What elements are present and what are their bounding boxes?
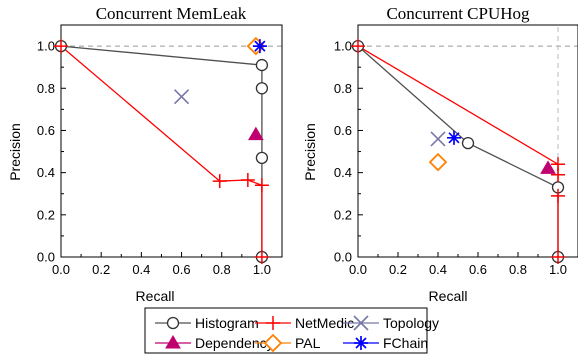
- plot-area: 0.0 0.2 0.4 0.6 0.8 1.0 0.0 0.2 0.4 0.6 0.8 1.0: [37, 24, 283, 277]
- x-tick-label: 1.0: [253, 262, 271, 277]
- y-tick-label: 0.6: [37, 123, 55, 138]
- x-tick-label: 0.4: [429, 262, 447, 277]
- legend-item-pal: PAL: [255, 333, 321, 353]
- data-point-histogram: [255, 58, 269, 72]
- legend-label: Topology: [383, 315, 439, 331]
- series-line-netmedic: [60, 45, 263, 257]
- x-tick-label: 0.8: [213, 262, 231, 277]
- x-axis-label: Recall: [136, 288, 175, 304]
- y-tick-label: 0.6: [334, 123, 352, 138]
- data-point-netmedic: [551, 167, 565, 182]
- data-point-dependency: [540, 160, 556, 174]
- y-tick-label: 0.2: [334, 207, 352, 222]
- chart-title: Concurrent MemLeak: [96, 4, 247, 23]
- legend-box: [144, 307, 428, 354]
- y-axis-label: Precision: [7, 123, 23, 181]
- legend: Histogram NetMedic Topology Dependency PAL FC…: [144, 307, 439, 354]
- chart-memleak: Concurrent MemLeak 0.0 0.2 0.4 0.6 0.8 1.00.0…: [7, 4, 283, 304]
- chart-cpuhog: Concurrent CPUHog 0.0 0.2 0.4 0.6 0.8 1.00.00…: [302, 4, 578, 304]
- y-tick-label: 0.4: [37, 165, 55, 180]
- legend-item-dependency: Dependency: [155, 335, 274, 351]
- data-point-histogram: [461, 136, 475, 150]
- series-line-netmedic: [357, 45, 559, 257]
- data-point-netmedic: [54, 39, 68, 54]
- axes-frame: [357, 24, 578, 258]
- legend-label: PAL: [295, 335, 321, 351]
- y-tick-label: 0.0: [37, 250, 55, 265]
- plot-area: 0.0 0.2 0.4 0.6 0.8 1.0 0.0 0.2 0.4 0.6 0.8 1.0: [334, 24, 578, 277]
- legend-label: NetMedic: [295, 315, 354, 331]
- x-tick-label: 0.2: [92, 262, 110, 277]
- legend-item-histogram: Histogram: [155, 315, 259, 331]
- data-point-netmedic: [551, 188, 565, 203]
- legend-label: FChain: [383, 335, 428, 351]
- legend-marker-fchain: [354, 336, 368, 350]
- legend-items: Histogram NetMedic Topology Dependency PAL FC…: [155, 315, 439, 353]
- legend-marker-netmedic: [266, 316, 280, 330]
- y-tick-label: 0.0: [334, 250, 352, 265]
- y-tick-label: 1.0: [334, 39, 352, 54]
- data-point-netmedic: [551, 250, 565, 264]
- x-tick-label: 0.2: [389, 262, 407, 277]
- data-point-netmedic: [351, 39, 365, 54]
- data-point-netmedic: [254, 250, 269, 264]
- legend-marker-histogram: [166, 316, 180, 330]
- x-tick-label: 0.8: [509, 262, 527, 277]
- legend-item-topology: Topology: [343, 315, 439, 331]
- x-tick-label: 0.6: [173, 262, 191, 277]
- legend-item-fchain: FChain: [343, 335, 428, 351]
- legend-label: Histogram: [195, 315, 259, 331]
- y-tick-label: 1.0: [37, 39, 55, 54]
- y-axis-label: Precision: [302, 123, 318, 181]
- series-line-histogram: [357, 45, 559, 257]
- x-tick-label: 0.0: [52, 262, 70, 277]
- legend-marker-dependency: [165, 335, 181, 349]
- data-point-fchain: [252, 39, 267, 54]
- x-tick-label: 0.0: [349, 262, 367, 277]
- data-point-dependency: [248, 126, 264, 141]
- x-tick-label: 1.0: [549, 262, 567, 277]
- data-point-histogram: [255, 151, 269, 165]
- data-point-topology: [173, 89, 190, 105]
- axes-frame: [60, 24, 283, 258]
- y-tick-label: 0.2: [37, 207, 55, 222]
- legend-marker-topology: [353, 315, 369, 331]
- y-tick-label: 0.4: [334, 165, 352, 180]
- data-point-topology: [430, 131, 446, 147]
- x-axis-label: Recall: [429, 288, 468, 304]
- x-tick-label: 0.4: [132, 262, 150, 277]
- data-point-histogram: [255, 82, 269, 95]
- y-tick-label: 0.8: [37, 81, 55, 96]
- data-point-pal: [428, 152, 448, 172]
- data-point-netmedic: [212, 174, 227, 189]
- legend-item-netmedic: NetMedic: [255, 315, 354, 331]
- data-point-netmedic: [254, 178, 269, 193]
- x-tick-label: 0.6: [469, 262, 487, 277]
- legend-marker-pal: [263, 333, 283, 353]
- legend-label: Dependency: [195, 335, 274, 351]
- series-line-histogram: [60, 45, 263, 257]
- y-tick-label: 0.8: [334, 81, 352, 96]
- data-point-netmedic: [240, 173, 255, 188]
- chart-title: Concurrent CPUHog: [386, 4, 530, 23]
- data-point-fchain: [447, 130, 461, 145]
